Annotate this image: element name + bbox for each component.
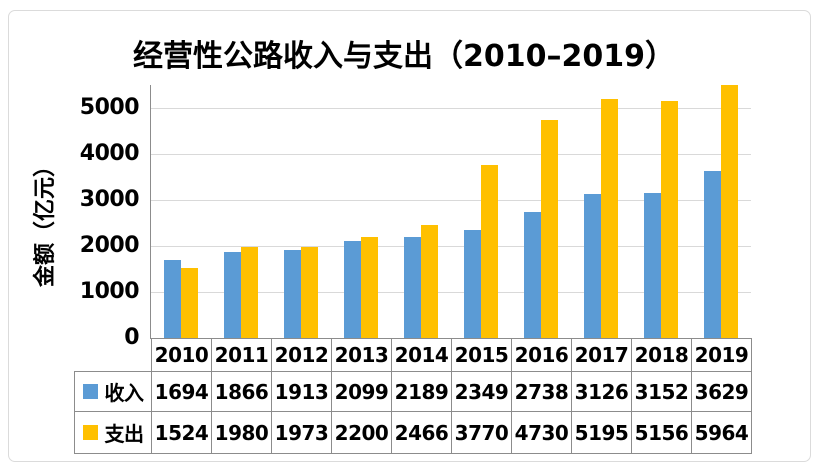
value-cell-income-2017: 3126 bbox=[571, 371, 632, 412]
year-header-cell-2019: 2019 bbox=[691, 338, 752, 372]
value-cell-income-2011: 1866 bbox=[211, 371, 272, 412]
gridline-1000 bbox=[151, 292, 751, 293]
year-header-cell-2015: 2015 bbox=[451, 338, 512, 372]
bar-income-2014 bbox=[404, 237, 421, 338]
table-corner-cell bbox=[75, 339, 152, 372]
bar-income-2017 bbox=[584, 194, 601, 338]
value-cell-income-2019: 3629 bbox=[691, 371, 752, 412]
y-axis-title: 金额（亿元） bbox=[33, 154, 58, 288]
value-cell-income-2015: 2349 bbox=[451, 371, 512, 412]
year-header-cell-2016: 2016 bbox=[511, 338, 572, 372]
year-header-cell-2018: 2018 bbox=[631, 338, 692, 372]
bar-income-2012 bbox=[284, 250, 301, 338]
bar-expense-2018 bbox=[661, 101, 678, 338]
gridline-3000 bbox=[151, 200, 751, 201]
value-cell-income-2012: 1913 bbox=[271, 371, 332, 412]
value-cell-income-2016: 2738 bbox=[511, 371, 572, 412]
chart-card: 经营性公路收入与支出（2010–2019） 金额（亿元） 0 1000 2000 30… bbox=[8, 10, 811, 462]
y-tick-label-2000: 2000 bbox=[79, 233, 140, 258]
series-label-expense: 支出 bbox=[104, 422, 145, 446]
year-header-cell-2013: 2013 bbox=[331, 338, 392, 372]
value-cell-expense-2014: 2466 bbox=[391, 411, 452, 454]
value-cell-income-2014: 2189 bbox=[391, 371, 452, 412]
year-header-cell-2010: 2010 bbox=[151, 338, 212, 372]
year-header-cell-2017: 2017 bbox=[571, 338, 632, 372]
bar-income-2016 bbox=[524, 212, 541, 338]
value-cell-expense-2012: 1973 bbox=[271, 411, 332, 454]
bar-expense-2014 bbox=[421, 225, 438, 338]
legend-cell-expense: 支出 bbox=[74, 411, 152, 454]
y-tick-label-4000: 4000 bbox=[79, 141, 140, 166]
bar-expense-2019 bbox=[721, 85, 738, 338]
bar-expense-2012 bbox=[301, 247, 318, 338]
gridline-5000 bbox=[151, 108, 751, 109]
value-cell-income-2018: 3152 bbox=[631, 371, 692, 412]
value-cell-expense-2015: 3770 bbox=[451, 411, 512, 454]
value-cell-income-2013: 2099 bbox=[331, 371, 392, 412]
y-tick-label-1000: 1000 bbox=[79, 279, 140, 304]
y-tick-label-3000: 3000 bbox=[79, 187, 140, 212]
series-label-income: 收入 bbox=[104, 381, 145, 405]
year-header-cell-2011: 2011 bbox=[211, 338, 272, 372]
data-table: 2010 2011 2012 2013 2014 2015 2016 2017 2018 2019… bbox=[74, 338, 752, 454]
legend-swatch-expense-icon bbox=[82, 425, 98, 440]
bar-income-2013 bbox=[344, 241, 361, 338]
value-cell-expense-2019: 5964 bbox=[691, 411, 752, 454]
bar-expense-2016 bbox=[541, 120, 558, 338]
y-tick-label-0: 0 bbox=[124, 325, 139, 350]
bar-income-2010 bbox=[164, 260, 181, 338]
value-cell-expense-2016: 4730 bbox=[511, 411, 572, 454]
gridline-2000 bbox=[151, 246, 751, 247]
gridline-4000 bbox=[151, 154, 751, 155]
value-cell-expense-2017: 5195 bbox=[571, 411, 632, 454]
bar-expense-2017 bbox=[601, 99, 618, 338]
year-header-cell-2012: 2012 bbox=[271, 338, 332, 372]
value-cell-expense-2018: 5156 bbox=[631, 411, 692, 454]
plot-area bbox=[151, 85, 751, 338]
bar-income-2019 bbox=[704, 171, 721, 338]
legend-swatch-income-icon bbox=[82, 384, 98, 399]
chart-title: 经营性公路收入与支出（2010–2019） bbox=[133, 39, 675, 74]
y-axis-line bbox=[150, 85, 151, 339]
bar-income-2015 bbox=[464, 230, 481, 338]
bar-expense-2011 bbox=[241, 247, 258, 338]
value-cell-expense-2010: 1524 bbox=[151, 411, 212, 454]
legend-cell-income: 收入 bbox=[74, 371, 152, 412]
bar-expense-2015 bbox=[481, 165, 498, 338]
bar-expense-2013 bbox=[361, 237, 378, 338]
bar-income-2018 bbox=[644, 193, 661, 338]
bar-income-2011 bbox=[224, 252, 241, 338]
year-header-cell-2014: 2014 bbox=[391, 338, 452, 372]
y-tick-label-5000: 5000 bbox=[79, 95, 140, 120]
value-cell-income-2010: 1694 bbox=[151, 371, 212, 412]
value-cell-expense-2013: 2200 bbox=[331, 411, 392, 454]
value-cell-expense-2011: 1980 bbox=[211, 411, 272, 454]
bar-expense-2010 bbox=[181, 268, 198, 338]
